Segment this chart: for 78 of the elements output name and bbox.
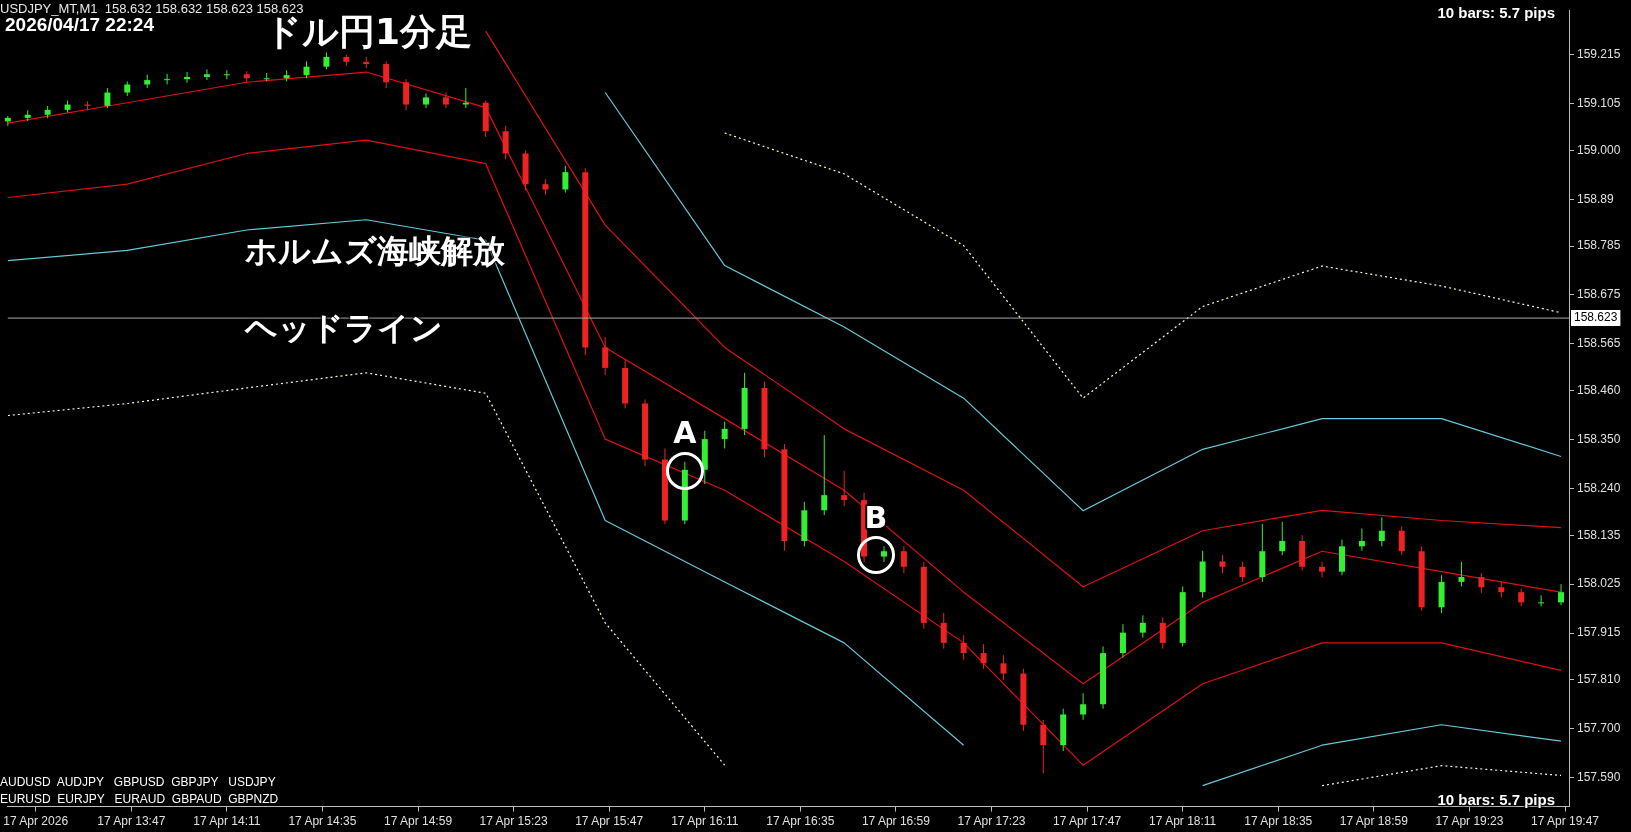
- candlestick: [1398, 525, 1405, 556]
- y-tick-label: 158.135: [1577, 527, 1621, 542]
- x-tick-label: 17 Apr 16:35: [766, 814, 835, 829]
- y-tick-label: 159.215: [1577, 47, 1621, 61]
- y-tick-label: 158.460: [1577, 382, 1621, 397]
- y-tick-label: 158.785: [1577, 238, 1621, 253]
- candlestick: [880, 545, 887, 563]
- candlestick: [1139, 614, 1146, 639]
- candlestick: [383, 60, 390, 89]
- y-tick-label: 157.590: [1577, 769, 1621, 784]
- candlestick: [960, 634, 967, 661]
- candlestick: [1538, 594, 1545, 607]
- candlestick: [841, 470, 848, 507]
- candlestick: [1319, 561, 1326, 578]
- candlestick: [184, 71, 191, 84]
- y-tick-label: 157.700: [1577, 721, 1621, 736]
- x-tick-label: 17 Apr 17:47: [1053, 814, 1122, 829]
- candlestick: [203, 68, 210, 81]
- line-series: [724, 132, 1562, 399]
- candlestick: [900, 545, 907, 574]
- candlestick: [1119, 623, 1126, 659]
- candlestick: [104, 87, 111, 109]
- candlestick: [403, 78, 410, 111]
- candlestick: [980, 643, 987, 670]
- x-tick-label: 17 Apr 13:47: [97, 814, 166, 829]
- x-tick-label: 17 Apr 2026: [3, 814, 69, 829]
- y-tick-label: 158.240: [1577, 480, 1621, 495]
- x-tick-label: 17 Apr 19:47: [1530, 814, 1600, 829]
- y-tick-label: 159.000: [1577, 142, 1621, 157]
- annotation: A: [673, 415, 698, 451]
- y-tick-label: 158.675: [1577, 287, 1621, 302]
- y-tick-label: 159.105: [1577, 95, 1621, 110]
- candlestick: [1358, 528, 1365, 552]
- annotation: 10 bars: 5.7 pips: [1437, 4, 1555, 21]
- x-tick-label: 17 Apr 18:35: [1244, 814, 1313, 829]
- candlestick: [1040, 719, 1047, 774]
- y-tick-label: 158.350: [1577, 431, 1621, 446]
- candlestick: [1378, 516, 1385, 547]
- candlestick: [940, 612, 947, 650]
- x-tick-label: 17 Apr 14:35: [288, 814, 357, 829]
- candlestick: [1000, 654, 1007, 681]
- x-tick-label: 17 Apr 14:11: [193, 814, 261, 829]
- y-tick-label: 158.89: [1577, 191, 1615, 206]
- x-tick-label: 17 Apr 16:59: [861, 814, 931, 829]
- y-tick-label: 157.810: [1577, 672, 1621, 687]
- x-tick-label: 17 Apr 15:23: [479, 814, 548, 829]
- annotation: EURUSD EURJPY EURAUD GBPAUD GBPNZD: [0, 792, 279, 806]
- x-tick-label: 17 Apr 18:11: [1149, 814, 1217, 829]
- x-tick-label: 17 Apr 17:23: [957, 814, 1026, 829]
- candlestick: [1239, 561, 1246, 583]
- candlestick: [164, 73, 171, 85]
- x-tick-label: 17 Apr 14:59: [383, 814, 453, 829]
- candlestick: [1279, 521, 1286, 556]
- x-tick-label: 17 Apr 16:11: [671, 814, 739, 829]
- x-tick-label: 17 Apr 15:47: [575, 814, 644, 829]
- annotation: AUDUSD AUDJPY GBPUSD GBPJPY USDJPY: [0, 775, 276, 789]
- candlestick: [1478, 572, 1485, 594]
- candlestick: [1080, 692, 1087, 721]
- candlestick: [721, 421, 728, 449]
- y-tick-label: 157.915: [1577, 625, 1621, 640]
- candlestick: [1458, 561, 1465, 587]
- candlestick: [422, 92, 429, 109]
- ref-line-label: 158.623: [1574, 310, 1618, 325]
- candlestick: [502, 125, 509, 160]
- candlestick: [562, 165, 569, 194]
- annotation: ヘッドライン: [245, 309, 443, 347]
- candlestick: [462, 87, 469, 109]
- y-tick-label: 158.025: [1577, 576, 1621, 591]
- candlestick: [821, 434, 828, 516]
- candlestick: [1558, 583, 1565, 606]
- candlestick: [223, 69, 230, 80]
- y-tick-label: 158.565: [1577, 336, 1621, 351]
- candlestick: [1159, 617, 1166, 650]
- chart-subtitle: USDJPY_MT,M1 158.632 158.632 158.623 158.623: [0, 1, 304, 16]
- candlestick: [602, 336, 609, 376]
- x-tick-label: 17 Apr 18:59: [1339, 814, 1409, 829]
- x-tick-label: 17 Apr 19:23: [1435, 814, 1504, 829]
- annotation: 10 bars: 5.7 pips: [1437, 791, 1555, 808]
